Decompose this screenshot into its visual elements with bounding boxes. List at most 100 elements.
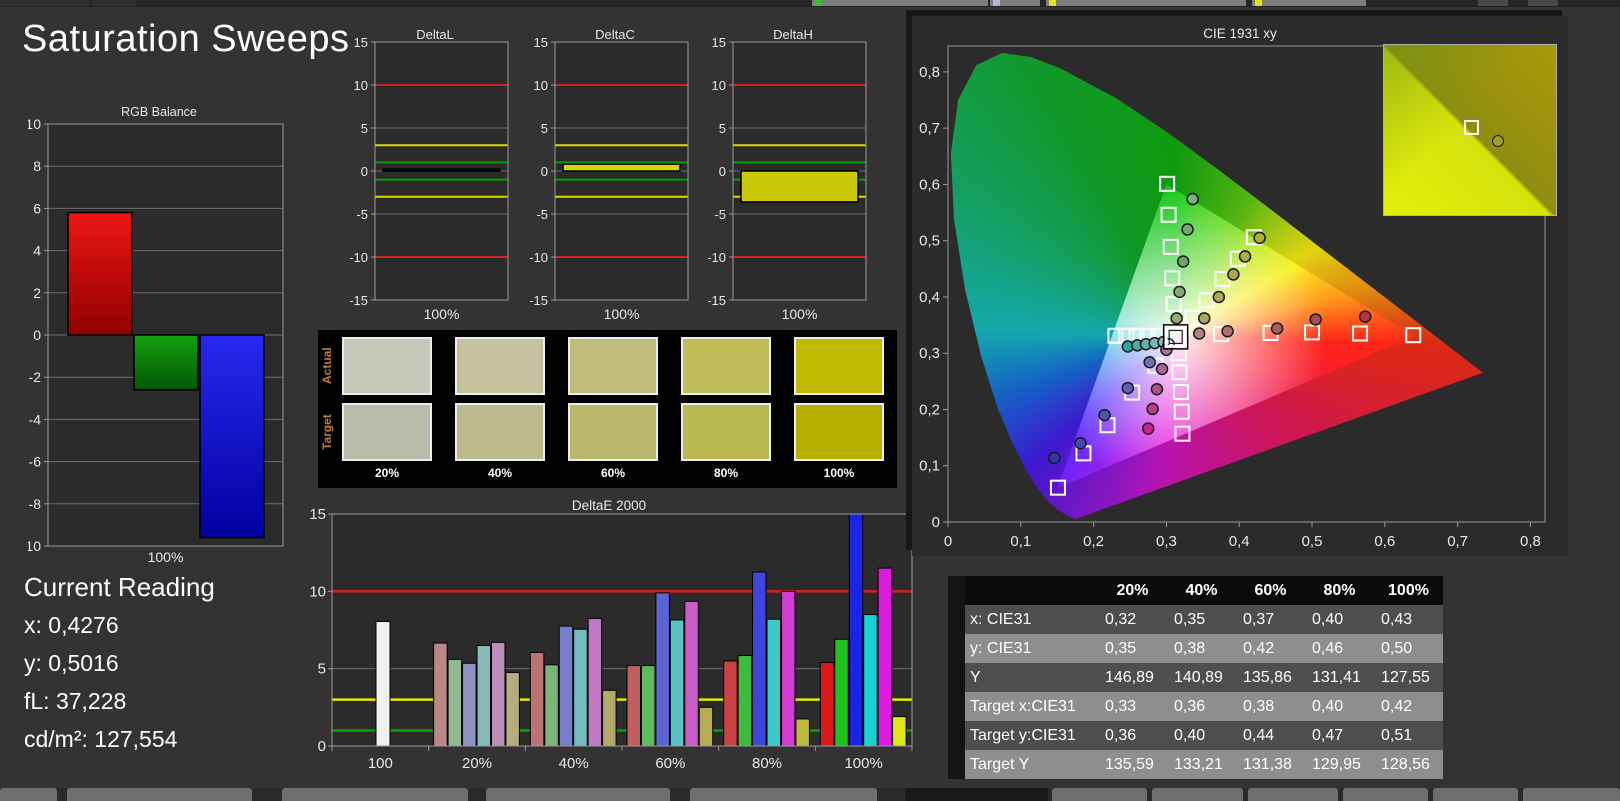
tick-label: 8 — [33, 158, 41, 174]
delta-c-title: DeltaC — [595, 27, 635, 42]
cie-zoom-inset — [1383, 44, 1557, 216]
target-square — [1172, 384, 1189, 401]
top-tab[interactable] — [812, 0, 988, 6]
top-tab[interactable] — [92, 0, 136, 6]
deltae-bar — [766, 618, 782, 747]
tick-label: 0,5 — [919, 233, 940, 250]
measured-point — [1141, 422, 1155, 435]
saturation-data-table: 20% 40% 60% 80% 100% x: CIE31 0,32 0,35 0,37 0,40… — [948, 576, 1443, 779]
table-cell: 0,32 — [1098, 605, 1167, 634]
deltae-2000-chart: 0 5 10 15 100 20% 40% 60% 80% 100% — [309, 506, 913, 772]
tick-label: 0 — [932, 514, 940, 531]
top-tab[interactable] — [0, 0, 90, 6]
bottom-tab[interactable] — [282, 788, 468, 801]
measured-point — [1181, 223, 1194, 236]
tick-label: -10 — [28, 538, 41, 554]
deltae-bar — [462, 662, 477, 747]
tick-label: 10 — [309, 583, 326, 600]
rgb-balance-chart: 10 8 6 4 2 0 -2 -4 -6 -8 -10 100% — [28, 116, 284, 565]
plot-border — [732, 41, 867, 301]
bottom-tab[interactable] — [905, 788, 1048, 801]
tick-label: 0,1 — [1010, 533, 1031, 550]
delta-c-chart: 15 10 5 0 -5 -10 -15 100% — [530, 35, 689, 322]
cie-chart-title: CIE 1931 xy — [1203, 26, 1277, 41]
delta-bar — [740, 170, 859, 203]
target-swatch — [455, 403, 545, 461]
tick-label: 0,2 — [1083, 533, 1104, 550]
bottom-tab[interactable] — [1248, 788, 1338, 801]
measured-point — [1270, 322, 1284, 335]
actual-swatch — [681, 337, 771, 395]
deltae-bar — [848, 513, 864, 747]
table-cell: 0,46 — [1305, 634, 1374, 663]
target-square — [1160, 206, 1177, 223]
measured-point — [1143, 355, 1156, 369]
table-row-label: Target y:CIE31 — [965, 721, 1098, 750]
tick-label: 10 — [534, 78, 548, 93]
tick-label: 0 — [33, 327, 41, 343]
bottom-tab[interactable] — [486, 788, 670, 801]
tick-label: 5 — [719, 121, 726, 136]
group-label: 100% — [844, 755, 882, 772]
target-square — [1405, 327, 1422, 344]
tick-label: -5 — [356, 207, 368, 222]
delta-l-chart: 15 10 5 0 -5 -10 -15 100% — [350, 35, 509, 322]
bottom-tab[interactable] — [67, 788, 252, 801]
deltae-bar — [655, 592, 670, 747]
table-row-gutter — [948, 634, 965, 663]
tick-label: 0,6 — [1374, 533, 1395, 550]
tab-color-dot — [815, 0, 822, 6]
table-cell: 0,38 — [1236, 692, 1305, 721]
table-cell: 0,36 — [1098, 721, 1167, 750]
top-tab[interactable] — [990, 0, 1040, 6]
group-label: 80% — [752, 755, 782, 772]
delta-l-title: DeltaL — [416, 27, 454, 42]
measured-point — [1146, 402, 1159, 416]
current-reading-x: x: 0,4276 — [24, 612, 119, 638]
table-row-label: Target x:CIE31 — [965, 692, 1098, 721]
tick-label: 6 — [33, 200, 41, 216]
tick-label: 0,7 — [1447, 533, 1468, 550]
tick-label: 0,6 — [919, 176, 940, 193]
tick-label: -5 — [536, 207, 548, 222]
swatch-row-label: Actual — [320, 347, 334, 385]
bottom-tab[interactable] — [1152, 788, 1243, 801]
group-label: 20% — [462, 755, 492, 772]
bottom-tab[interactable] — [1052, 788, 1147, 801]
actual-swatch — [794, 337, 884, 395]
top-tab[interactable] — [1528, 0, 1558, 6]
measured-point — [1309, 313, 1322, 326]
page-title: Saturation Sweeps — [22, 18, 350, 60]
table-row-gutter — [948, 605, 965, 634]
tick-label: -8 — [29, 496, 42, 512]
tick-label: 0 — [719, 164, 726, 179]
bottom-tab[interactable] — [1523, 788, 1620, 801]
actual-swatch — [342, 337, 432, 395]
table-row-label: Target Y — [965, 750, 1098, 779]
top-tab[interactable] — [1046, 0, 1246, 6]
saturation-swatch-panel: Actual Target 20% 40% 60% 80% 100% — [318, 330, 897, 488]
table-row-label: x: CIE31 — [965, 605, 1098, 634]
group-label: 60% — [655, 755, 685, 772]
deltae-bar — [819, 661, 835, 747]
table-cell: 135,86 — [1236, 663, 1305, 692]
bottom-tab[interactable] — [690, 788, 877, 801]
target-swatch — [794, 403, 884, 461]
target-square — [1198, 292, 1215, 309]
tick-label: -5 — [714, 207, 726, 222]
bottom-tab[interactable] — [1433, 788, 1518, 801]
top-tab[interactable] — [1478, 0, 1508, 6]
measured-point — [1238, 250, 1252, 263]
top-tab[interactable] — [1252, 0, 1366, 6]
inset-measured-circle — [1492, 134, 1505, 147]
tab-color-dot — [993, 0, 1000, 6]
deltae-bar — [863, 614, 878, 747]
tick-label: 0,5 — [1302, 533, 1323, 550]
deltae-bar — [375, 620, 391, 747]
table-cell: 0,33 — [1098, 692, 1167, 721]
bottom-tab[interactable] — [0, 788, 57, 801]
tick-label: 10 — [712, 78, 726, 93]
table-header-60%: 60% — [1236, 576, 1305, 606]
bottom-tab[interactable] — [1343, 788, 1428, 801]
delta-bar — [562, 163, 681, 172]
